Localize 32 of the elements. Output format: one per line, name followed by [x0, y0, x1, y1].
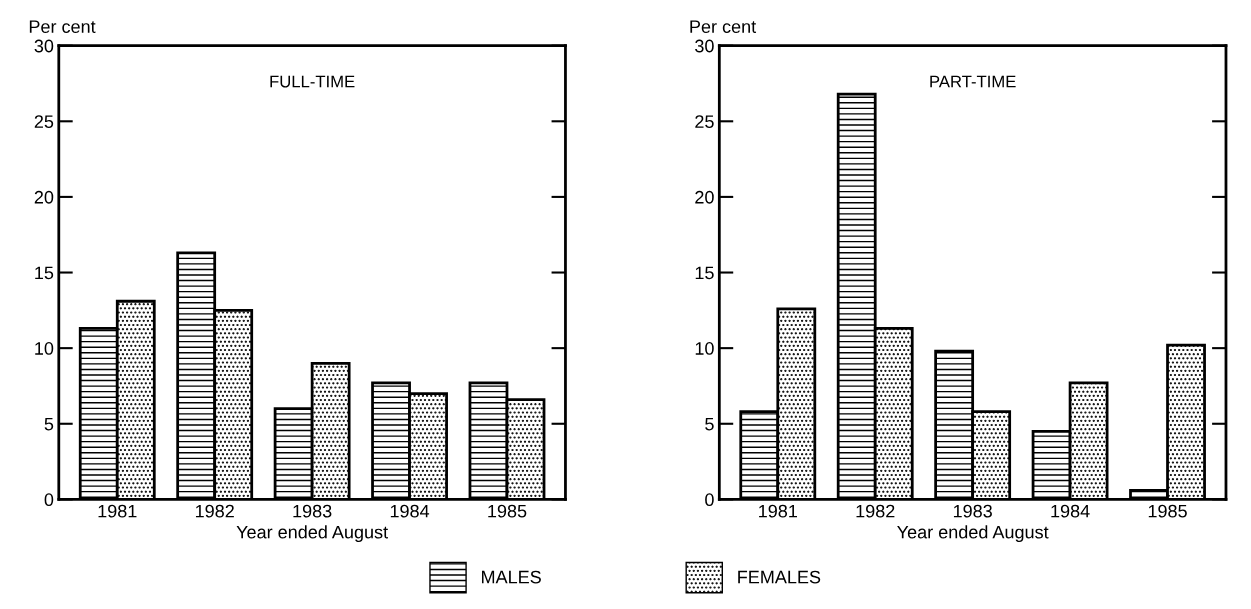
- y-tick-label: 5: [44, 417, 54, 431]
- text: PART-TIME: [930, 75, 1016, 88]
- y-tick-label: 30: [34, 39, 54, 53]
- y-tick-label: 30: [695, 39, 714, 53]
- x-tick-label: 1981: [98, 504, 137, 518]
- legend-label: FEMALES: [738, 570, 821, 584]
- x-tick-label: 1984: [1051, 504, 1090, 518]
- x-tick-label: 1983: [953, 504, 992, 518]
- y-tick-label: 25: [34, 115, 54, 129]
- x-axis-title: Year ended August: [897, 525, 1049, 543]
- x-tick-label: 1982: [195, 504, 234, 518]
- x-tick-label: 1983: [293, 504, 332, 518]
- y-tick-label: 0: [44, 493, 54, 507]
- y-tick-label: 10: [35, 342, 54, 355]
- y-tick-label: 15: [695, 266, 714, 280]
- y-tick-label: 15: [35, 266, 54, 280]
- x-tick-label: 1985: [488, 504, 527, 518]
- y-tick-label: 10: [695, 342, 714, 355]
- x-axis-title: Year ended August: [236, 525, 388, 543]
- x-tick-label: 1985: [1148, 504, 1187, 518]
- y-axis-title: Per cent: [29, 20, 96, 34]
- legend-label: MALES: [482, 570, 541, 584]
- x-tick-label: 1984: [390, 504, 430, 518]
- x-tick-label: 1982: [856, 504, 895, 518]
- y-tick-label: 20: [695, 190, 714, 204]
- y-tick-label: 25: [695, 115, 714, 129]
- y-tick-label: 20: [34, 190, 54, 204]
- y-axis-title: Per cent: [690, 20, 757, 34]
- text: FULL-TIME: [270, 75, 355, 88]
- x-tick-label: 1981: [759, 504, 797, 518]
- y-tick-label: 0: [705, 493, 714, 507]
- y-tick-label: 5: [705, 417, 714, 431]
